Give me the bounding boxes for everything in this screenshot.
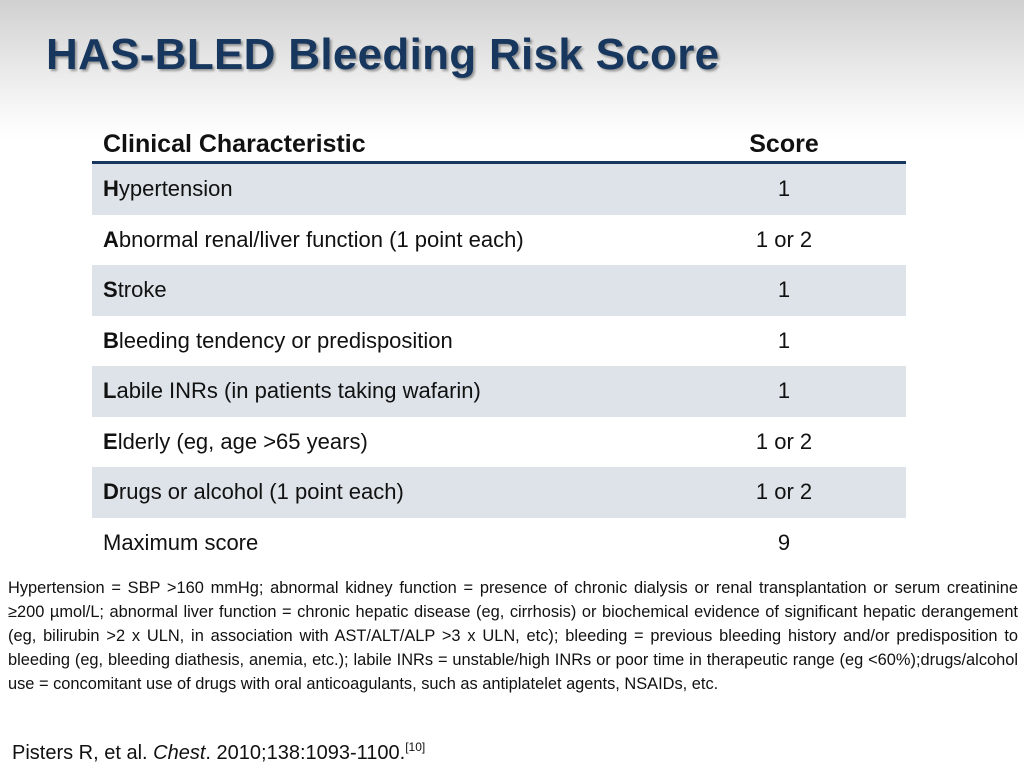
row-initial: D	[103, 479, 119, 505]
row-score: 1	[777, 277, 791, 303]
row-label: rugs or alcohol (1 point each)	[118, 479, 404, 505]
row-score: 1 or 2	[755, 479, 813, 505]
row-characteristic: Drugs or alcohol (1 point each)	[92, 479, 662, 505]
table-row: Hypertension 1	[92, 164, 906, 215]
row-label: lderly (eg, age >65 years)	[117, 428, 368, 454]
citation-details: . 2010;138:1093-1100.	[205, 742, 406, 764]
row-initial: B	[103, 327, 119, 353]
table-row: Drugs or alcohol (1 point each) 1 or 2	[92, 467, 906, 518]
row-initial: H	[103, 176, 119, 202]
table-row: Stroke 1	[92, 265, 906, 316]
row-characteristic: Stroke	[92, 277, 662, 303]
row-initial: S	[103, 277, 118, 303]
citation-reference: [10]	[405, 740, 426, 754]
row-label: ypertension	[118, 176, 233, 202]
header-score: Score	[749, 130, 819, 158]
row-label: bnormal renal/liver function (1 point ea…	[118, 226, 524, 252]
row-score: 1	[777, 327, 791, 353]
table-row: Bleeding tendency or predisposition 1	[92, 316, 906, 367]
citation-journal: Chest	[153, 742, 206, 764]
row-initial: L	[103, 378, 117, 404]
row-characteristic: Hypertension	[92, 176, 662, 202]
row-score: 1 or 2	[755, 428, 813, 454]
row-label: abile INRs (in patients taking wafarin)	[116, 378, 481, 404]
row-characteristic: Abnormal renal/liver function (1 point e…	[92, 227, 662, 253]
has-bled-table: Clinical Characteristic Score Hypertensi…	[92, 120, 906, 568]
header-characteristic: Clinical Characteristic	[103, 130, 366, 158]
total-score: 9	[777, 529, 791, 555]
definitions-footnote: Hypertension = SBP >160 mmHg; abnormal k…	[8, 579, 1018, 693]
table-row: Labile INRs (in patients taking wafarin)…	[92, 366, 906, 417]
total-label: Maximum score	[103, 529, 259, 555]
row-score: 1 or 2	[755, 226, 813, 252]
row-score: 1	[777, 176, 791, 202]
row-score: 1	[777, 378, 791, 404]
table-row: Elderly (eg, age >65 years) 1 or 2	[92, 417, 906, 468]
row-characteristic: Bleeding tendency or predisposition	[92, 328, 662, 354]
row-characteristic: Labile INRs (in patients taking wafarin)	[92, 378, 662, 404]
row-label: troke	[117, 277, 167, 303]
row-initial: A	[103, 226, 119, 252]
citation-authors: Pisters R, et al.	[12, 742, 154, 764]
citation: Pisters R, et al. Chest. 2010;138:1093-1…	[12, 740, 425, 765]
table-row-total: Maximum score 9	[92, 518, 906, 569]
row-label: leeding tendency or predisposition	[118, 327, 453, 353]
table-row: Abnormal renal/liver function (1 point e…	[92, 215, 906, 266]
table-header: Clinical Characteristic Score	[92, 120, 906, 164]
row-characteristic: Elderly (eg, age >65 years)	[92, 429, 662, 455]
row-initial: E	[103, 428, 118, 454]
slide-title: HAS-BLED Bleeding Risk Score	[46, 30, 720, 79]
